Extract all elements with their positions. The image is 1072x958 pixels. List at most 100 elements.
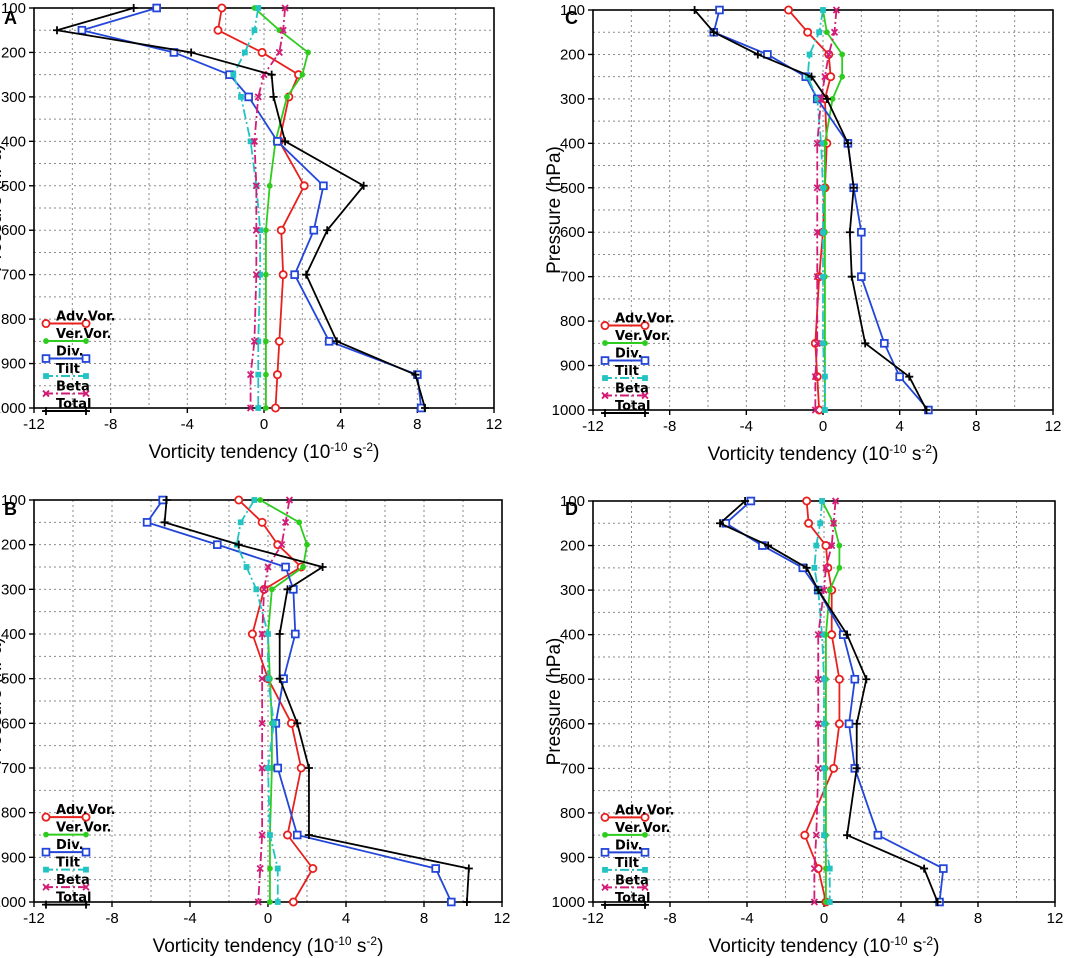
legend-label: Div. [56, 345, 84, 360]
data-point-adv-vor [282, 830, 292, 840]
y-tick-label: 100 [560, 493, 585, 510]
data-point-ver-vor [823, 29, 830, 36]
data-point-beta [281, 4, 289, 12]
legend-label: Beta [56, 873, 90, 888]
data-point-total [843, 139, 852, 148]
data-point-ver-vor [300, 564, 307, 570]
data-point-total [359, 181, 368, 190]
data-point-beta [260, 585, 268, 593]
series-line-total [693, 9, 928, 411]
data-point-total [275, 674, 284, 683]
legend-marker-end [82, 407, 90, 416]
data-point-tilt [820, 229, 826, 236]
y-tick-label: 200 [1, 44, 26, 61]
data-point-tilt [237, 519, 244, 526]
data-point-div [880, 339, 889, 348]
data-point-beta [811, 406, 819, 414]
data-point-beta [810, 898, 819, 906]
data-point-div [857, 227, 866, 237]
legend-marker-start [602, 375, 608, 381]
legend-item-div: Div. [41, 838, 91, 857]
y-tick-label: 800 [1, 805, 26, 822]
data-point-beta [258, 719, 266, 727]
legend-item-adv-vor: Adv.Vor. [600, 803, 675, 822]
data-point-beta [252, 226, 260, 234]
y-tick-label: 100 [1, 0, 26, 17]
data-point-total [411, 370, 420, 379]
data-point-ver-vor [267, 865, 273, 872]
data-point-total [822, 94, 831, 103]
data-point-tilt [826, 899, 833, 905]
data-point-beta [813, 273, 821, 281]
panel-a-x-axis-label: Vorticity tendency (10-10 s-2) [149, 440, 380, 463]
panel-d-series-beta [810, 497, 840, 906]
data-point-adv-vor [257, 517, 267, 527]
panel-b-series-div [142, 495, 456, 907]
legend-item-total: Total [42, 891, 92, 909]
legend-marker-start [600, 812, 610, 822]
legend-item-ver-vor: Ver.Vor. [602, 329, 670, 346]
x-tick-label: 0 [820, 910, 828, 927]
data-point-total [318, 563, 327, 571]
x-tick-label: -4 [740, 418, 753, 435]
legend-marker-end [642, 340, 648, 346]
x-tick-label: 8 [974, 910, 982, 927]
data-point-beta [250, 137, 259, 145]
legend-marker-start [43, 831, 49, 838]
panel-b-series-adv-vor [234, 495, 318, 907]
panel-b: -12 -8 -4 0 4 8 12 100 200 300 400 500 600 700 800 900 1… [0, 492, 510, 957]
data-point-div [319, 181, 328, 191]
y-tick-label: 100 [560, 2, 585, 19]
data-point-total [464, 864, 473, 873]
data-point-adv-vor [308, 864, 318, 874]
data-point-adv-vor [257, 47, 267, 57]
legend-item-tilt: Tilt [602, 364, 648, 381]
data-point-total [843, 630, 852, 639]
data-point-beta [814, 631, 822, 639]
data-point-total [275, 630, 284, 638]
y-tick-label: 600 [1, 715, 26, 732]
data-point-adv-vor [296, 763, 306, 773]
legend-marker-end [81, 319, 91, 329]
data-point-ver-vor [839, 51, 846, 58]
data-point-total [234, 540, 243, 549]
data-point-beta [829, 519, 838, 527]
data-point-beta [285, 496, 294, 504]
y-tick-label: 500 [1, 178, 26, 195]
y-tick-label: 1000 [0, 894, 26, 911]
data-point-div [324, 337, 334, 346]
data-point-total [814, 586, 823, 595]
x-tick-label: 12 [1047, 910, 1064, 927]
data-point-tilt [819, 498, 825, 504]
legend-label: Adv.Vor. [615, 312, 675, 327]
legend-item-tilt: Tilt [43, 362, 89, 379]
y-tick-label: 700 [1, 267, 26, 284]
data-point-adv-vor [784, 5, 794, 15]
data-point-ver-vor [836, 542, 843, 549]
y-tick-label: 400 [560, 627, 585, 644]
y-tick-label: 300 [560, 582, 585, 599]
series-line-div [146, 499, 453, 903]
y-tick-label: 500 [560, 180, 585, 197]
data-point-adv-vor [274, 336, 284, 346]
data-point-tilt [255, 338, 262, 345]
legend-label: Adv.Vor. [56, 310, 116, 325]
data-point-total [690, 6, 699, 14]
data-point-beta [252, 271, 260, 279]
legend-marker-end [83, 338, 89, 344]
data-point-adv-vor [834, 674, 844, 684]
data-point-div [290, 629, 300, 639]
panel-d-series-adv-vor [800, 496, 844, 907]
data-point-total [462, 898, 471, 906]
y-tick-label: 100 [1, 492, 26, 509]
data-point-beta [281, 518, 290, 526]
series-line-div [81, 7, 423, 409]
legend-marker-start [41, 812, 51, 822]
legend-label: Adv.Vor. [56, 803, 116, 818]
y-tick-label: 600 [560, 224, 585, 241]
legend-marker-start [43, 373, 49, 379]
data-point-total [187, 48, 196, 57]
legend-marker-end [641, 409, 649, 418]
legend-label: Tilt [56, 856, 80, 871]
x-tick-label: -4 [183, 910, 196, 927]
